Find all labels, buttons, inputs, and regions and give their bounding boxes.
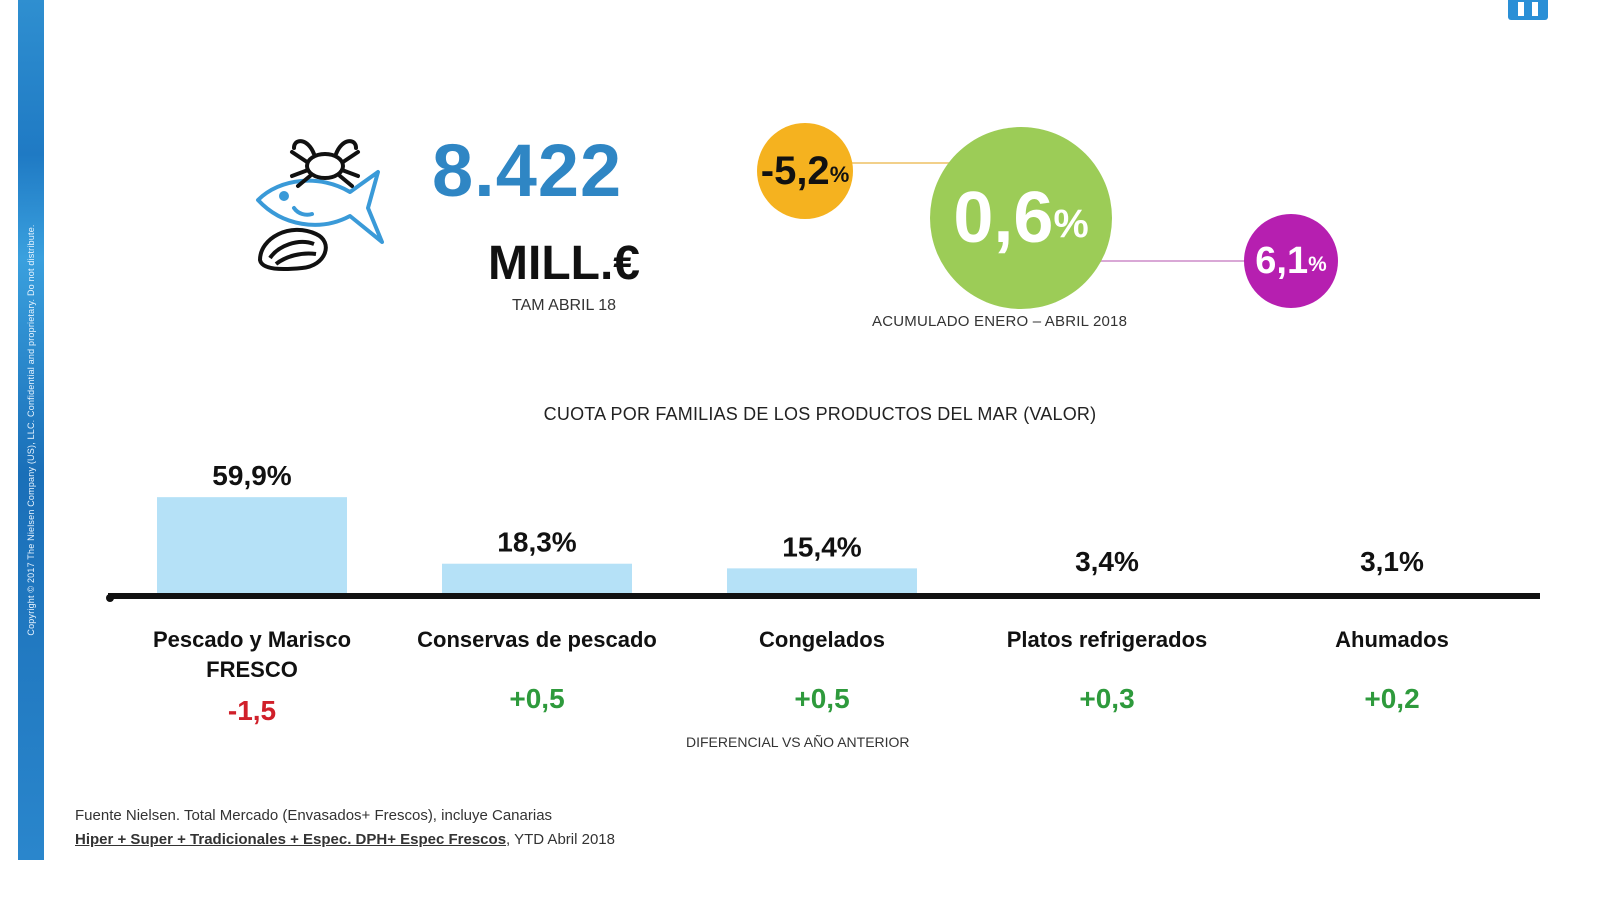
footnote-channels-rest: , YTD Abril 2018 (506, 831, 615, 848)
bar-value-label-2: 15,4% (782, 531, 861, 562)
x-axis-endpoint (106, 594, 114, 602)
bubble-positive: 6,1% (1244, 214, 1338, 308)
diff-label-4: +0,2 (1364, 683, 1419, 714)
total-unit: MILL.€ (488, 237, 640, 290)
total-caption: TAM ABRIL 18 (512, 297, 617, 314)
bar-value-label-4: 3,1% (1360, 546, 1424, 577)
bubble-caption: ACUMULADO ENERO – ABRIL 2018 (872, 313, 1128, 330)
bar-2 (727, 568, 917, 593)
diff-label-1: +0,5 (509, 683, 564, 714)
footnote-channels-underlined: Hiper + Super + Tradicionales + Espec. D… (75, 831, 507, 848)
bubble-main: 0,6% (930, 127, 1112, 309)
bubble-negative-suffix: % (829, 161, 850, 187)
side-strip: Copyright © 2017 The Nielsen Company (US… (18, 0, 44, 860)
mussel-icon (257, 227, 328, 271)
category-label-2: Congelados (759, 627, 885, 652)
chart-title: CUOTA POR FAMILIAS DE LOS PRODUCTOS DEL … (543, 404, 1097, 424)
footnote-channels: Hiper + Super + Tradicionales + Espec. D… (75, 831, 615, 848)
footnote-source: Fuente Nielsen. Total Mercado (Envasados… (75, 807, 553, 824)
seafood-icon (256, 139, 384, 271)
diff-label-2: +0,5 (794, 683, 849, 714)
diff-label-3: +0,3 (1079, 683, 1134, 714)
bar-value-label-3: 3,4% (1075, 546, 1139, 577)
diff-label-0: -1,5 (228, 695, 276, 726)
bubble-positive-suffix: % (1308, 252, 1327, 276)
category-label-4: Ahumados (1335, 627, 1449, 652)
category-label-1: Conservas de pescado (417, 627, 657, 652)
bubble-negative: -5,2% (757, 123, 853, 219)
category-label-0-line1: FRESCO (206, 657, 298, 682)
category-label-3: Platos refrigerados (1007, 627, 1208, 652)
bubble-negative-value: -5,2 (760, 148, 830, 193)
connector-right (1100, 260, 1250, 262)
diff-caption: DIFERENCIAL VS AÑO ANTERIOR (686, 734, 910, 750)
fish-icon (256, 170, 384, 244)
bar-1 (442, 563, 632, 593)
bar-0 (157, 497, 347, 593)
category-label-0: Pescado y Marisco (153, 627, 351, 652)
total-value: 8.422 (432, 129, 623, 212)
crab-icon (290, 139, 360, 188)
connector-left (852, 162, 950, 164)
nielsen-logo (1508, 0, 1548, 20)
bubble-main-value: 0,6 (953, 178, 1054, 258)
bubble-positive-value: 6,1 (1255, 239, 1309, 282)
bar-value-label-1: 18,3% (497, 527, 576, 558)
bubble-main-suffix: % (1053, 202, 1089, 247)
bar-value-label-0: 59,9% (212, 460, 291, 491)
